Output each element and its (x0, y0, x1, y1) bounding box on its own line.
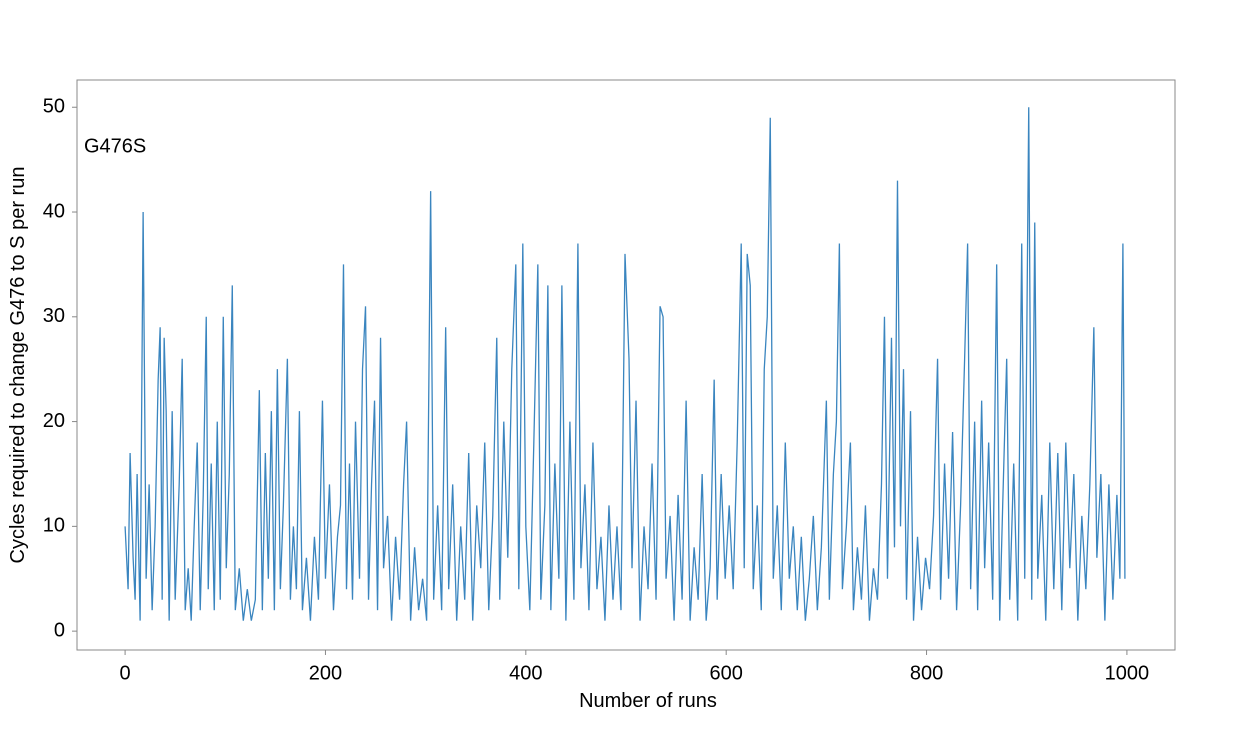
y-tick-label: 50 (43, 96, 65, 118)
y-tick-label: 40 (43, 200, 65, 222)
y-tick-label: 10 (43, 515, 65, 537)
x-tick-label: 800 (910, 662, 943, 684)
x-tick-label: 200 (309, 662, 342, 684)
x-tick-label: 1000 (1105, 662, 1150, 684)
x-tick-label: 600 (709, 662, 742, 684)
y-tick-label: 0 (54, 619, 65, 641)
data-line (124, 107, 1126, 621)
y-tick-label: 30 (43, 305, 65, 327)
plot-frame (76, 79, 1176, 651)
y-axis-label: Cycles required to change G476 to S per … (7, 167, 29, 564)
annotation: G476S (84, 135, 146, 157)
x-tick-label: 400 (509, 662, 542, 684)
x-axis-label: Number of runs (579, 690, 717, 712)
y-tick-label: 20 (43, 410, 65, 432)
x-tick-label: 0 (120, 662, 131, 684)
